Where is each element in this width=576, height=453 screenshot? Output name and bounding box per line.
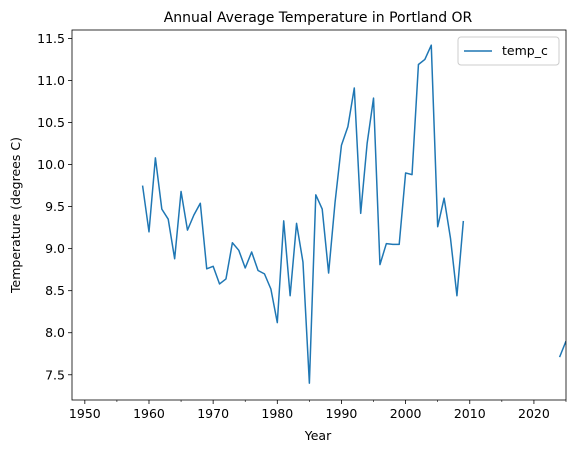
y-tick-label: 10.5 <box>37 115 65 130</box>
x-axis-title: Year <box>304 428 332 443</box>
y-tick-label: 7.5 <box>45 367 65 382</box>
series-layer <box>141 44 566 384</box>
x-tick-label: 1990 <box>326 406 358 421</box>
y-axis-title: Temperature (degrees C) <box>8 137 23 294</box>
plot-spines <box>71 29 567 401</box>
x-tick-label: 1960 <box>133 406 165 421</box>
y-tick-label: 8.5 <box>45 283 65 298</box>
y-tick-label: 10.0 <box>37 157 65 172</box>
y-tick-label: 8.0 <box>45 325 65 340</box>
x-tick-label: 1980 <box>261 406 293 421</box>
legend-box <box>457 36 560 66</box>
y-tick-label: 9.5 <box>45 199 65 214</box>
plot-background <box>72 30 566 400</box>
y-tick-label: 9.0 <box>45 241 65 256</box>
x-tick-label: 1970 <box>197 406 229 421</box>
chart-title: Annual Average Temperature in Portland O… <box>164 10 473 26</box>
x-tick-label: 1950 <box>69 406 101 421</box>
series-line-temp_c-segment-1 <box>141 44 465 384</box>
y-tick-label: 11.0 <box>37 73 65 88</box>
x-tick-label: 2000 <box>390 406 422 421</box>
series-line-temp_c-segment-2 <box>558 340 566 358</box>
y-axis-ticks: 7.5 8.0 8.5 9.0 9.5 10.0 10.5 11.0 11.5 <box>37 31 72 382</box>
plot-frame <box>72 30 566 400</box>
x-tick-label: 2020 <box>518 406 550 421</box>
x-axis-ticks: 1950 1960 1970 1980 1990 2000 2010 2020 <box>69 400 550 421</box>
x-tick-label: 2010 <box>454 406 486 421</box>
y-tick-label: 11.5 <box>37 31 65 46</box>
legend-label: temp_c <box>502 43 548 58</box>
legend: temp_c <box>457 36 560 66</box>
